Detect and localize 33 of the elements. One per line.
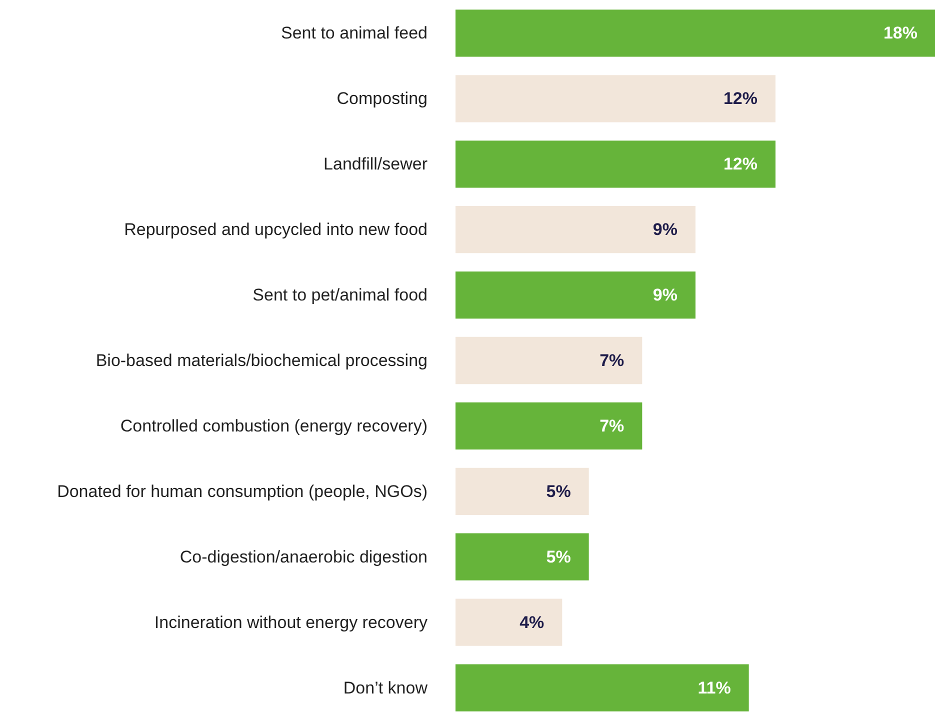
y-tick-label: Sent to pet/animal food <box>252 286 428 305</box>
data-label: 4% <box>520 612 544 632</box>
bar <box>456 75 776 122</box>
bar <box>456 533 589 580</box>
bar <box>456 10 935 57</box>
y-tick-label: Donated for human consumption (people, NGOs) <box>57 482 428 501</box>
bar <box>456 468 589 515</box>
y-tick-label: Composting <box>336 89 428 108</box>
y-tick-label: Bio-based materials/biochemical processing <box>96 351 428 370</box>
data-label: 9% <box>652 286 678 305</box>
data-label: 7% <box>600 351 624 370</box>
data-label: 7% <box>600 416 624 436</box>
data-label: 12% <box>723 89 758 108</box>
y-tick-label: Landfill/sewer <box>324 154 428 174</box>
bar <box>456 140 776 188</box>
bar <box>456 664 749 712</box>
data-label: 5% <box>546 482 571 501</box>
y-tick-label: Controlled combustion (energy recovery) <box>120 416 428 436</box>
data-label: 11% <box>698 678 731 698</box>
bar <box>456 598 562 646</box>
bar <box>456 206 696 254</box>
y-tick-label: Sent to animal feed <box>281 24 428 43</box>
data-label: 18% <box>883 24 918 43</box>
y-tick-label: Repurposed and upcycled into new food <box>124 220 428 240</box>
bar <box>456 402 642 450</box>
bar <box>456 336 642 384</box>
data-label: 5% <box>546 547 571 566</box>
y-tick-label: Don’t know <box>343 678 428 698</box>
y-tick-label: Incineration without energy recovery <box>154 612 428 632</box>
y-tick-label: Co-digestion/anaerobic digestion <box>180 547 428 566</box>
data-label: 9% <box>652 220 678 240</box>
bar <box>456 271 696 319</box>
data-label: 12% <box>723 154 758 174</box>
